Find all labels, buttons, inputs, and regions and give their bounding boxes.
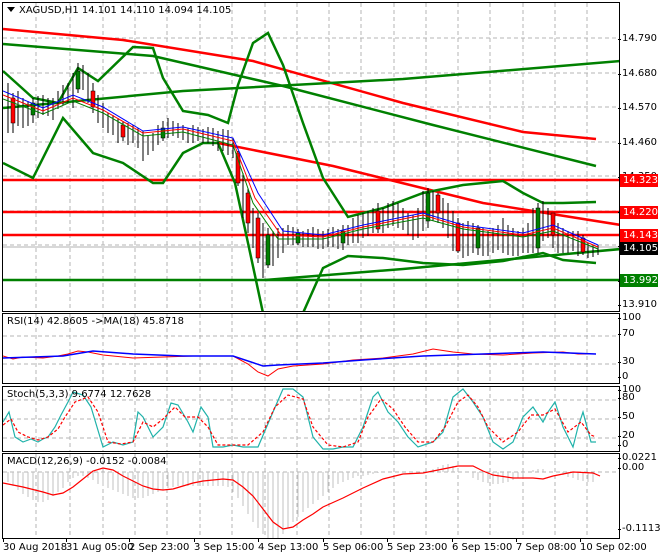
price-tick: 14.460 bbox=[618, 137, 657, 148]
macd-histogram bbox=[7, 464, 594, 538]
price-axis: 14.790 14.680 14.570 14.460 14.350 14.24… bbox=[618, 2, 660, 312]
stoch-axis: 100 80 50 20 0 bbox=[617, 384, 660, 452]
stoch-tick: 100 bbox=[617, 384, 642, 395]
resistance-tag: 14.220 bbox=[620, 206, 658, 219]
dropdown-triangle-icon[interactable] bbox=[7, 7, 15, 12]
rsi-pane[interactable]: RSI(14) 42.8605 ->MA(18) 45.8718 bbox=[2, 313, 620, 384]
macd-tick: 0.0221 bbox=[618, 452, 657, 463]
stoch-tick: 0 bbox=[617, 439, 629, 450]
price-tick: 13.910 bbox=[618, 299, 657, 310]
price-legend: XAGUSD,H1 14.101 14.110 14.094 14.105 bbox=[7, 5, 231, 16]
candles bbox=[7, 63, 599, 278]
time-label: 5 Sep 23:00 bbox=[387, 539, 448, 553]
macd-tick: 0.00 bbox=[617, 462, 645, 473]
stoch-pane[interactable]: Stoch(5,3,3) 9.6774 12.7628 bbox=[2, 386, 620, 452]
rsi-tick: 100 bbox=[617, 312, 642, 323]
time-label: 7 Sep 08:00 bbox=[516, 539, 577, 553]
candle-bodies bbox=[10, 70, 586, 266]
support-tag: 13.992 bbox=[620, 274, 658, 287]
stoch-tick: 20 bbox=[618, 430, 635, 441]
price-tick: 14.570 bbox=[618, 102, 657, 113]
price-chart-svg bbox=[3, 3, 619, 311]
time-axis: 30 Aug 2018 31 Aug 05:00 2 Sep 23:00 3 S… bbox=[0, 539, 660, 560]
macd-tick: -0.1113 bbox=[618, 523, 660, 534]
time-label: 2 Sep 23:00 bbox=[129, 539, 190, 553]
stoch-tick: 50 bbox=[618, 411, 635, 422]
rsi-tick: 70 bbox=[618, 328, 635, 339]
macd-legend: MACD(12,26,9) -0.0152 -0.0084 bbox=[7, 456, 167, 467]
rsi-svg bbox=[3, 314, 619, 383]
time-label: 6 Sep 15:00 bbox=[452, 539, 513, 553]
macd-pane[interactable]: MACD(12,26,9) -0.0152 -0.0084 bbox=[2, 453, 620, 539]
time-label: 10 Sep 02:00 bbox=[580, 539, 647, 553]
stoch-legend: Stoch(5,3,3) 9.6774 12.7628 bbox=[7, 389, 152, 400]
time-label: 31 Aug 05:00 bbox=[66, 539, 134, 553]
resistance-tag: 14.143 bbox=[620, 229, 658, 242]
stoch-tick: 80 bbox=[618, 392, 635, 403]
price-tick: 14.790 bbox=[618, 33, 657, 44]
time-label: 3 Sep 15:00 bbox=[194, 539, 255, 553]
time-label: 4 Sep 13:00 bbox=[258, 539, 319, 553]
rsi-tick: 30 bbox=[618, 356, 635, 367]
resistance-tag: 14.323 bbox=[620, 174, 658, 187]
price-pane[interactable]: XAGUSD,H1 14.101 14.110 14.094 14.105 bbox=[2, 2, 620, 312]
price-tick: 14.680 bbox=[618, 68, 657, 79]
time-label: 30 Aug 2018 bbox=[3, 539, 68, 553]
time-label: 5 Sep 06:00 bbox=[323, 539, 384, 553]
stoch-svg bbox=[3, 387, 619, 451]
rsi-legend: RSI(14) 42.8605 ->MA(18) 45.8718 bbox=[7, 316, 184, 327]
macd-svg bbox=[3, 454, 619, 538]
rsi-tick: 0 bbox=[617, 371, 629, 382]
rsi-axis: 100 70 30 0 bbox=[617, 312, 660, 384]
macd-axis: 0.0221 0.00 -0.1113 bbox=[617, 452, 660, 539]
current-price-tag: 14.105 bbox=[620, 242, 658, 255]
